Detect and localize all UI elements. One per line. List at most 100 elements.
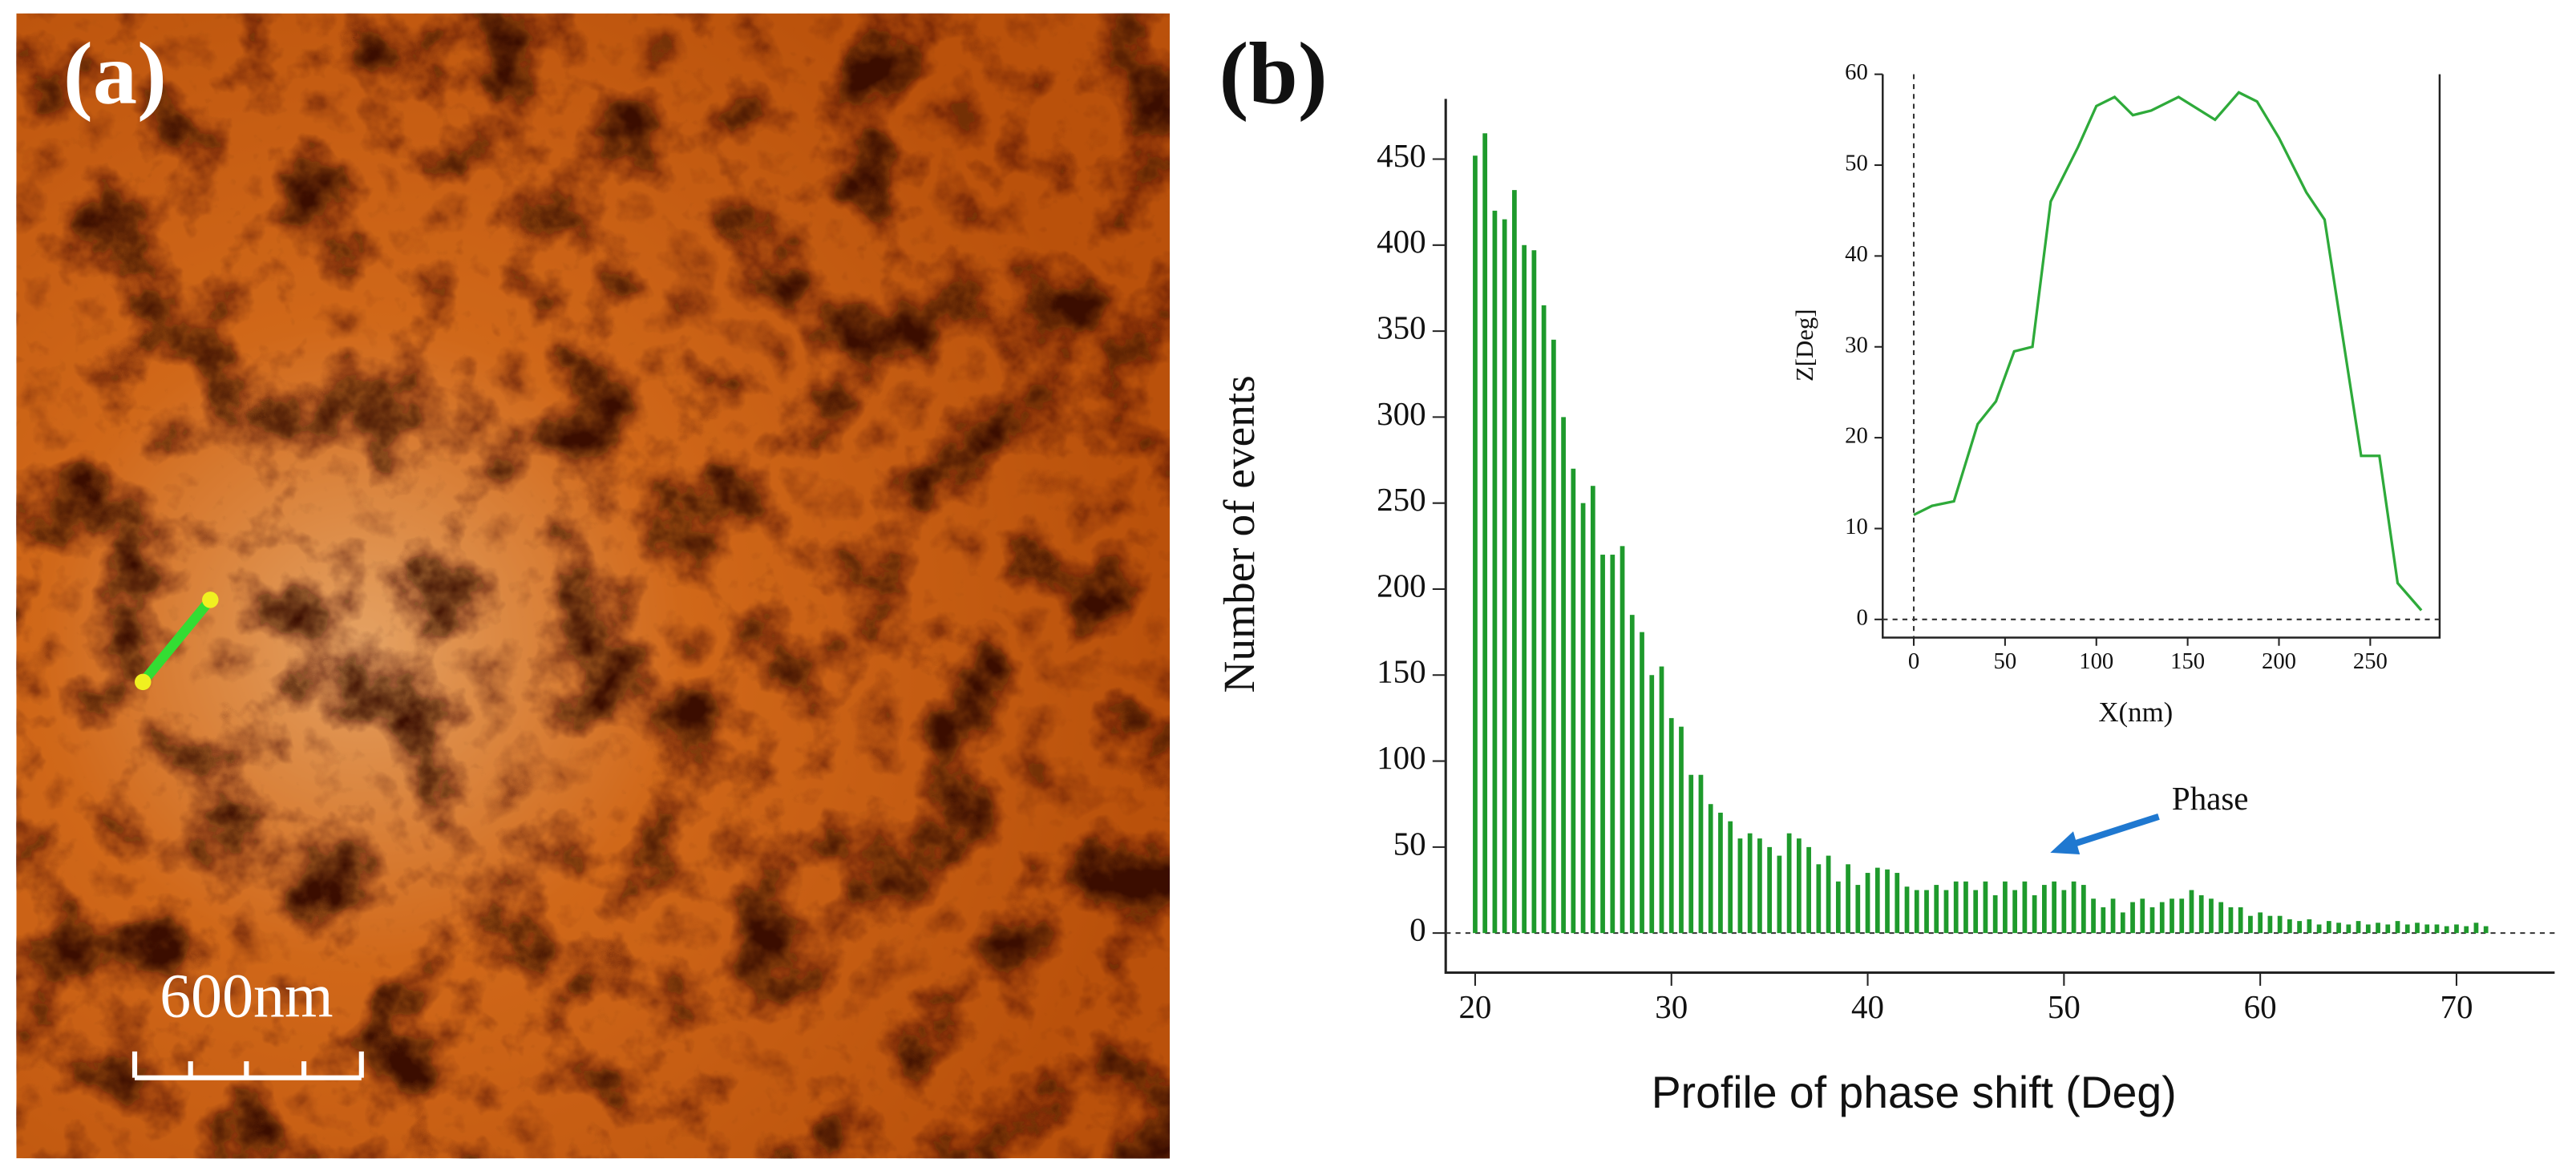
x-tick-label: 70 bbox=[2440, 988, 2473, 1025]
y-axis-label: Number of events bbox=[1215, 375, 1264, 692]
bar bbox=[2238, 906, 2243, 934]
bar bbox=[2012, 890, 2018, 934]
y-tick-label: 100 bbox=[1377, 739, 1425, 776]
bar bbox=[1600, 555, 1605, 934]
bar bbox=[1895, 873, 1900, 934]
bar bbox=[1590, 486, 1595, 934]
scale-bar-label: 600nm bbox=[160, 961, 333, 1030]
bar bbox=[2297, 921, 2302, 934]
bar bbox=[2395, 921, 2400, 934]
bar bbox=[2248, 915, 2253, 934]
bar bbox=[2071, 881, 2077, 934]
bar bbox=[1914, 890, 1919, 934]
bar bbox=[2267, 915, 2273, 934]
bar bbox=[1708, 804, 1713, 934]
bar bbox=[2434, 924, 2440, 934]
bar bbox=[1757, 838, 1762, 934]
bar bbox=[1934, 885, 1939, 934]
x-tick-label: 50 bbox=[1994, 648, 2017, 674]
bar bbox=[1531, 250, 1537, 934]
bar bbox=[2464, 926, 2469, 934]
x-axis-label: X(nm) bbox=[2098, 697, 2173, 728]
bar bbox=[1992, 894, 1998, 934]
bar bbox=[1679, 726, 1684, 934]
bar bbox=[2307, 919, 2312, 934]
bar bbox=[2130, 902, 2135, 934]
y-axis-label: Z[Deg] bbox=[1791, 309, 1818, 382]
bar bbox=[1640, 632, 1644, 934]
y-tick-label: 250 bbox=[1377, 481, 1425, 518]
x-tick-label: 250 bbox=[2353, 648, 2388, 674]
bar bbox=[2140, 898, 2145, 934]
bar bbox=[2454, 924, 2459, 934]
bar bbox=[2404, 924, 2410, 934]
bar bbox=[1502, 219, 1507, 934]
bar bbox=[1688, 774, 1694, 934]
bar bbox=[1551, 339, 1556, 934]
bar bbox=[1649, 675, 1655, 934]
annotation: Phase bbox=[2172, 780, 2249, 817]
y-tick-label: 0 bbox=[1856, 604, 1867, 630]
y-tick-label: 400 bbox=[1377, 223, 1425, 260]
bar bbox=[1571, 468, 1576, 934]
bar bbox=[1885, 869, 1890, 934]
bar bbox=[2385, 924, 2391, 934]
bar bbox=[1953, 881, 1959, 934]
y-tick-label: 30 bbox=[1845, 332, 1868, 357]
y-tick-label: 10 bbox=[1845, 514, 1868, 539]
bar bbox=[1492, 210, 1498, 934]
bar bbox=[1610, 555, 1616, 934]
bar bbox=[2483, 926, 2489, 934]
x-axis-label: Profile of phase shift (Deg) bbox=[1652, 1068, 2177, 1117]
bar bbox=[2356, 921, 2361, 934]
bar bbox=[1855, 885, 1861, 934]
panel-label: (a) bbox=[63, 23, 167, 122]
bar bbox=[1482, 133, 1488, 934]
bar bbox=[2365, 924, 2371, 934]
bar bbox=[1767, 846, 1773, 934]
x-tick-label: 20 bbox=[1458, 988, 1491, 1025]
annotation-arrow bbox=[2050, 831, 2081, 854]
bar bbox=[1846, 864, 1850, 934]
afm-image bbox=[16, 13, 1170, 1159]
bar bbox=[2209, 898, 2214, 934]
bar bbox=[2022, 881, 2028, 934]
bar bbox=[1983, 881, 1988, 934]
bar bbox=[1963, 881, 1968, 934]
bar bbox=[2218, 902, 2224, 934]
y-tick-label: 150 bbox=[1377, 653, 1425, 690]
bar bbox=[1698, 774, 1704, 934]
y-tick-label: 450 bbox=[1377, 137, 1425, 174]
bar bbox=[2189, 890, 2194, 934]
x-tick-label: 200 bbox=[2262, 648, 2296, 674]
bar bbox=[2110, 898, 2116, 934]
bar bbox=[1816, 864, 1822, 934]
bar bbox=[1786, 833, 1792, 934]
y-tick-label: 50 bbox=[1393, 825, 1426, 862]
bar bbox=[2277, 915, 2283, 934]
bar bbox=[2101, 906, 2106, 934]
bar bbox=[2170, 898, 2174, 934]
bar bbox=[1512, 190, 1517, 934]
y-tick-label: 0 bbox=[1409, 911, 1425, 948]
bar bbox=[2120, 912, 2125, 934]
bar bbox=[1924, 890, 1929, 934]
bar bbox=[2032, 894, 2037, 934]
bar bbox=[2316, 924, 2322, 934]
bar bbox=[2179, 898, 2185, 934]
bar bbox=[1777, 855, 1782, 934]
bar bbox=[1728, 821, 1733, 934]
bar bbox=[1473, 155, 1478, 934]
bar bbox=[1874, 867, 1880, 934]
bar bbox=[1835, 881, 1841, 934]
bar bbox=[1629, 615, 1635, 934]
bar bbox=[1737, 838, 1743, 934]
bar bbox=[2415, 923, 2420, 934]
bar bbox=[2159, 902, 2165, 934]
bar bbox=[2052, 881, 2056, 934]
bar bbox=[2376, 923, 2380, 934]
y-tick-label: 200 bbox=[1377, 567, 1425, 604]
bar bbox=[2473, 923, 2479, 934]
